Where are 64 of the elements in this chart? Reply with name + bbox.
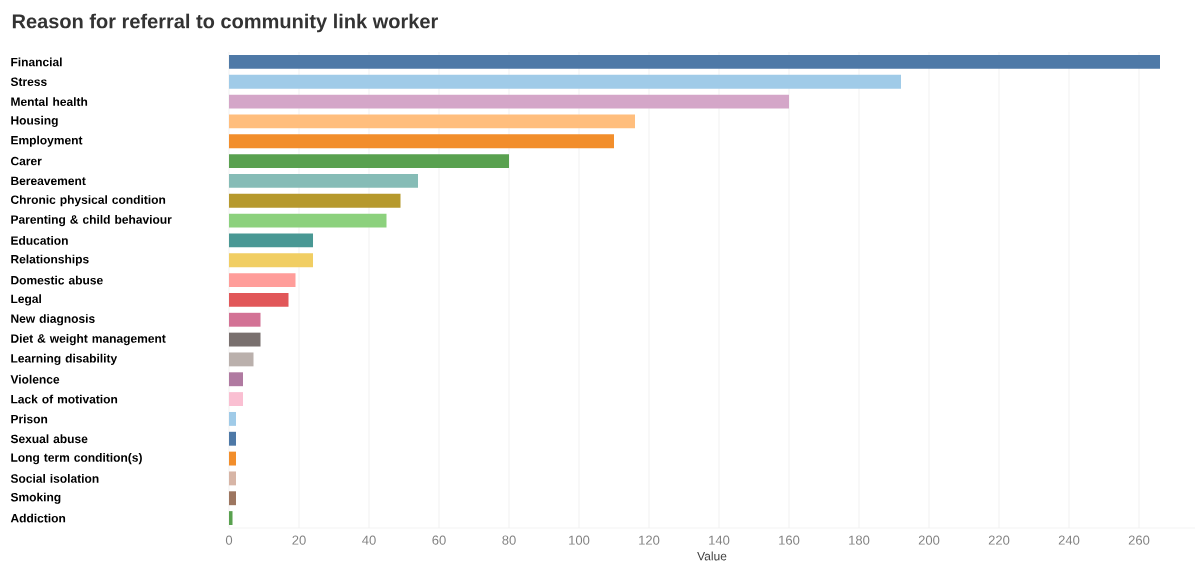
y-tick-label: Carer — [10, 156, 42, 166]
bar — [229, 114, 636, 129]
bar — [229, 332, 261, 347]
x-tick-label: 100 — [569, 535, 590, 545]
bar — [229, 253, 314, 268]
x-tick-label: 40 — [362, 535, 376, 545]
y-tick-label: Prison — [11, 414, 48, 424]
y-tick-label: Education — [11, 236, 68, 245]
bar — [229, 154, 510, 169]
x-tick-label: 60 — [432, 535, 446, 545]
x-tick-label: 260 — [1128, 535, 1150, 545]
x-tick-label: 140 — [709, 535, 730, 545]
x-tick-label: 0 — [225, 535, 233, 545]
bar — [229, 94, 789, 109]
bar — [229, 213, 387, 228]
bar — [229, 392, 244, 407]
y-tick-label: Parenting & child behaviour — [11, 214, 172, 227]
y-tick-label: Smoking — [10, 492, 61, 504]
bar — [229, 511, 233, 526]
y-tick-label: Sexual abuse — [10, 434, 88, 444]
y-tick-label: Financial — [11, 57, 62, 67]
y-tick-label: Violence — [10, 374, 60, 384]
bar — [229, 292, 289, 307]
bar — [229, 233, 314, 248]
bar — [229, 312, 261, 327]
y-tick-label: Long term condition(s) — [11, 452, 142, 465]
x-tick-label: 180 — [849, 535, 870, 545]
chart-title: Reason for referral to community link worker — [12, 13, 438, 33]
x-tick-label: 80 — [502, 535, 516, 545]
y-tick-label: Learning disability — [11, 353, 118, 366]
bar — [229, 273, 296, 288]
y-tick-label: Bereavement — [11, 176, 86, 186]
bar — [229, 411, 237, 426]
y-tick-label: Social isolation — [10, 474, 99, 483]
y-tick-label: Diet & weight management — [11, 333, 166, 346]
bar — [229, 431, 237, 446]
y-tick-label: New diagnosis — [11, 314, 95, 326]
y-tick-label: Legal — [11, 294, 41, 306]
x-tick-label: 120 — [639, 535, 660, 545]
y-tick-label: Stress — [10, 77, 47, 86]
x-tick-label: 20 — [292, 535, 306, 545]
bar — [229, 173, 419, 188]
x-tick-label: 160 — [779, 535, 800, 545]
bar — [229, 74, 901, 89]
y-tick-label: Mental health — [11, 97, 88, 106]
y-tick-label: Housing — [11, 115, 58, 128]
y-tick-label: Relationships — [11, 254, 89, 266]
bar — [229, 471, 237, 486]
x-tick-label: 200 — [918, 535, 940, 545]
y-tick-label: Lack of motivation — [11, 394, 118, 404]
bar — [229, 451, 237, 466]
bar — [229, 193, 401, 208]
y-tick-label: Domestic abuse — [11, 275, 103, 285]
bar — [229, 372, 244, 387]
bar — [229, 491, 237, 506]
bar — [229, 54, 1160, 69]
x-tick-label: 240 — [1058, 535, 1080, 545]
y-tick-label: Chronic physical condition — [10, 195, 166, 207]
bar — [229, 134, 615, 149]
x-axis-title: Value — [697, 551, 727, 561]
y-tick-label: Employment — [11, 135, 83, 147]
y-tick-label: Addiction — [10, 513, 66, 523]
bar — [229, 352, 254, 367]
x-tick-label: 220 — [988, 535, 1010, 545]
